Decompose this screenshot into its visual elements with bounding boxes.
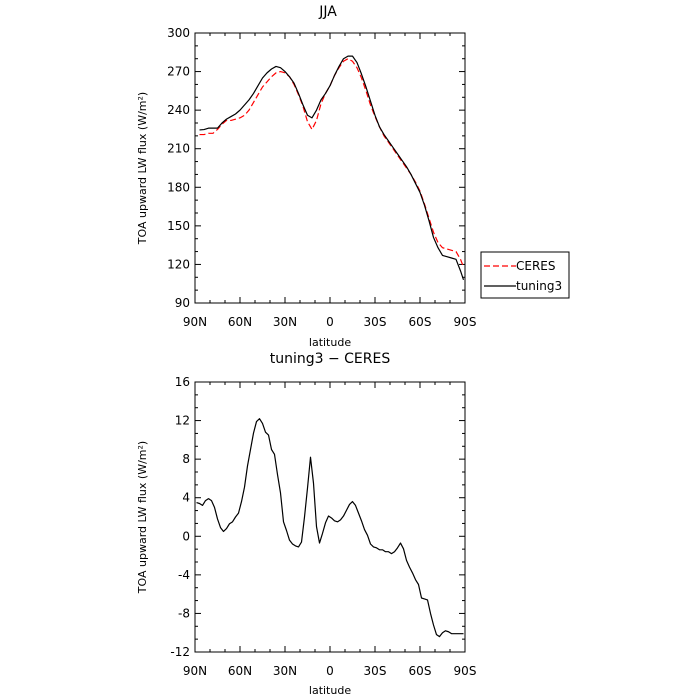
top-y-tick-label: 300 [167, 26, 190, 40]
bottom-chart-title: tuning3 − CERES [270, 351, 391, 367]
bottom-y-tick-label: -4 [178, 568, 190, 582]
bottom-series-lines [196, 418, 464, 638]
bottom-chart-panel: tuning3 − CERES -12 -8 -4 0 4 8 12 16 90N 60N 30N… [136, 351, 476, 697]
bottom-y-tick-label: -8 [178, 606, 190, 620]
legend: CERES tuning3 [480, 251, 570, 299]
bottom-x-tick-label: 90S [454, 664, 477, 678]
bottom-y-tick-label: 16 [175, 375, 190, 389]
legend-label-ceres: CERES [516, 259, 556, 273]
top-chart-title: JJA [318, 4, 337, 20]
top-x-tick-label: 90S [454, 315, 477, 329]
bottom-series-difference [196, 418, 464, 638]
top-y-tick-labels: 90 120 150 180 210 240 270 300 [167, 26, 190, 310]
top-y-tick-label: 150 [167, 219, 190, 233]
top-x-axis-title: latitude [309, 336, 351, 349]
bottom-x-axis-title: latitude [309, 684, 351, 697]
top-y-tick-label: 270 [167, 65, 190, 79]
bottom-y-tick-label: 4 [182, 491, 190, 505]
top-x-tick-label: 30N [273, 315, 297, 329]
top-y-tick-label: 90 [175, 296, 190, 310]
bottom-x-tick-label: 30S [364, 664, 387, 678]
top-x-tick-label: 60N [228, 315, 252, 329]
top-series-tuning3 [199, 55, 465, 281]
bottom-y-axis-title: TOA upward LW flux (W/m²) [136, 441, 149, 594]
bottom-y-tick-label: 8 [182, 452, 190, 466]
top-y-tick-label: 240 [167, 103, 190, 117]
top-y-tick-label: 180 [167, 180, 190, 194]
top-axis-ticks [194, 32, 466, 304]
bottom-x-tick-label: 60N [228, 664, 252, 678]
top-plot-frame [194, 32, 466, 304]
top-x-tick-labels: 90N 60N 30N 0 30S 60S 90S [183, 315, 477, 329]
top-series-lines [199, 55, 465, 281]
bottom-y-tick-label: 0 [182, 529, 190, 543]
top-x-tick-label: 90N [183, 315, 207, 329]
top-y-axis-title: TOA upward LW flux (W/m²) [136, 92, 149, 245]
bottom-y-tick-labels: -12 -8 -4 0 4 8 12 16 [170, 375, 190, 659]
bottom-y-tick-label: 12 [175, 414, 190, 428]
bottom-x-tick-label: 30N [273, 664, 297, 678]
bottom-x-tick-label: 0 [326, 664, 334, 678]
legend-box [480, 251, 570, 299]
bottom-x-tick-label: 90N [183, 664, 207, 678]
top-y-tick-label: 210 [167, 142, 190, 156]
bottom-x-tick-labels: 90N 60N 30N 0 30S 60S 90S [183, 664, 477, 678]
top-chart-panel: JJA 90 120 150 180 210 240 270 300 90N 60N 30N 0 30… [136, 4, 570, 349]
top-y-tick-label: 120 [167, 257, 190, 271]
top-x-tick-label: 60S [409, 315, 432, 329]
bottom-y-tick-label: -12 [170, 645, 190, 659]
top-x-tick-label: 0 [326, 315, 334, 329]
top-x-tick-label: 30S [364, 315, 387, 329]
bottom-x-tick-label: 60S [409, 664, 432, 678]
legend-label-tuning3: tuning3 [516, 279, 562, 293]
bottom-axis-ticks [194, 381, 466, 653]
top-series-ceres [199, 58, 465, 268]
